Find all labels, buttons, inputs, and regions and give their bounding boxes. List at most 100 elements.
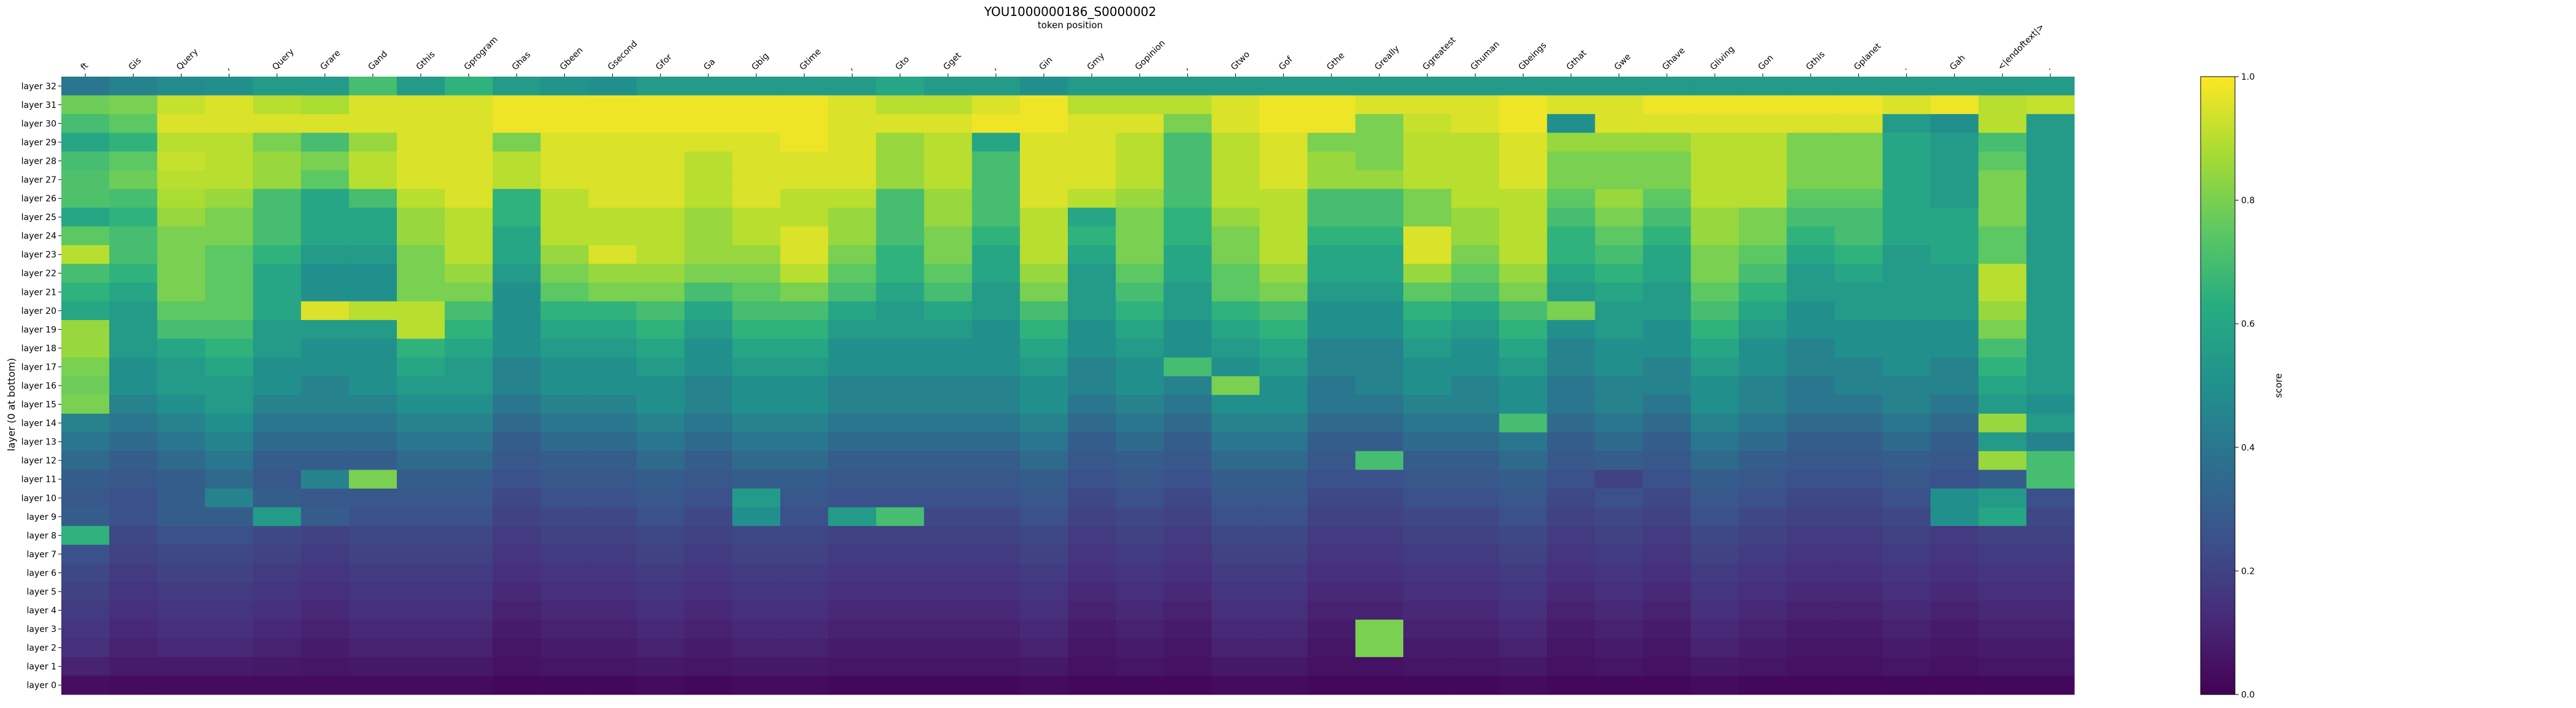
heatmap-cell [157,338,205,358]
heatmap-cell [1595,601,1644,620]
heatmap-cell [732,676,781,695]
heatmap-cell [1499,170,1547,189]
heatmap-cell [780,507,829,527]
heatmap-cell [301,357,350,377]
heatmap-cell [828,619,876,639]
heatmap-cell [636,320,685,340]
heatmap-cell [253,544,302,564]
heatmap-cell [493,170,541,189]
heatmap-cell [1403,245,1452,264]
heatmap-cell [1403,544,1452,564]
heatmap-cell [588,563,637,583]
heatmap-cell [1834,638,1883,658]
heatmap-cell [445,151,493,171]
heatmap-cell [1547,544,1596,564]
heatmap-cell [972,151,1021,171]
heatmap-cell [540,619,589,639]
heatmap-cell [924,151,973,171]
heatmap-cell [445,676,493,695]
heatmap-cell [61,544,110,564]
heatmap-cell [876,245,925,264]
heatmap-cell [780,245,829,264]
heatmap-cell [1547,189,1596,208]
heatmap-cell [1068,507,1116,527]
heatmap-cell [1690,320,1739,340]
heatmap-cell [1259,264,1308,283]
heatmap-cell [1739,226,1787,246]
heatmap-cell [924,301,973,321]
heatmap-cell [780,432,829,452]
heatmap-cell [1499,395,1547,414]
heatmap-cell [876,189,925,208]
heatmap-cell [1690,526,1739,546]
heatmap-cell [1403,619,1452,639]
heatmap-cell [1451,189,1500,208]
heatmap-cell [1739,245,1787,264]
heatmap-cell [1882,563,1931,583]
heatmap-cell [109,376,158,395]
heatmap-cell [1211,207,1260,227]
heatmap-cell [1834,601,1883,620]
heatmap-cell [1451,638,1500,658]
heatmap-cell [684,470,733,489]
heatmap-cell [109,245,158,264]
heatmap-cell [1787,207,1835,227]
heatmap-cell [1019,376,1068,395]
heatmap-cell [1547,507,1596,527]
heatmap-cell [109,526,158,546]
heatmap-cell [732,582,781,601]
heatmap-cell [1211,544,1260,564]
heatmap-cell [1787,507,1835,527]
heatmap-cell [109,413,158,433]
heatmap-cell [1307,676,1356,695]
heatmap-cell [1882,338,1931,358]
heatmap-cell [684,207,733,227]
heatmap-cell [61,526,110,546]
heatmap-cell [397,95,445,115]
heatmap-cell [1882,357,1931,377]
heatmap-cell [1355,638,1404,658]
heatmap-cell [1499,114,1547,134]
heatmap-cell [1307,132,1356,152]
heatmap-cell [1019,544,1068,564]
heatmap-cell [445,77,493,96]
heatmap-cell [636,226,685,246]
heatmap-cell [540,114,589,134]
x-tick-label: Gah [1948,53,1967,72]
heatmap-cell [445,470,493,489]
heatmap-cell [1690,376,1739,395]
heatmap-cell [732,657,781,676]
heatmap-cell [780,189,829,208]
heatmap-cell [588,226,637,246]
heatmap-cell [1834,544,1883,564]
heatmap-cell [1259,507,1308,527]
heatmap-cell [1978,489,2027,508]
heatmap-cell [1116,207,1164,227]
heatmap-cell [636,619,685,639]
heatmap-cell [1643,114,1692,134]
colorbar-tick-label: 0.2 [2241,566,2255,576]
heatmap-cell [1068,544,1116,564]
heatmap-cell [1690,338,1739,358]
heatmap-cell [1403,657,1452,676]
heatmap-cell [1403,638,1452,658]
heatmap-cell [972,413,1021,433]
heatmap-cell [1595,638,1644,658]
heatmap-cell [493,676,541,695]
heatmap-cell [1643,301,1692,321]
heatmap-cell [253,657,302,676]
heatmap-cell [1068,395,1116,414]
heatmap-cell [1690,95,1739,115]
heatmap-cell [1643,226,1692,246]
heatmap-cell [1211,413,1260,433]
heatmap-cell [1211,657,1260,676]
heatmap-cell [1211,582,1260,601]
heatmap-cell [61,189,110,208]
heatmap-cell [1403,320,1452,340]
heatmap-cell [876,376,925,395]
heatmap-cell [301,376,350,395]
heatmap-cell [1643,95,1692,115]
heatmap-cell [876,432,925,452]
heatmap-cell [1211,676,1260,695]
heatmap-cell [1930,601,1979,620]
